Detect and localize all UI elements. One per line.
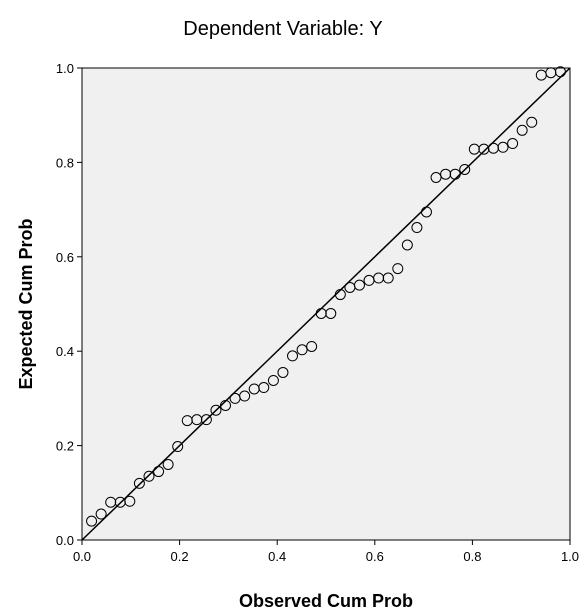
y-tick-label: 0.8	[56, 155, 74, 170]
data-point	[162, 458, 174, 470]
y-axis-ticks: 0.0 0.2 0.4 0.6 0.8 1.0	[56, 61, 82, 548]
data-point	[507, 138, 519, 150]
points-layer	[86, 66, 566, 527]
x-tick-label: 0.0	[73, 549, 91, 564]
data-point	[153, 466, 165, 478]
data-point	[526, 116, 538, 128]
x-tick-label: 0.4	[268, 549, 286, 564]
x-axis-label: Observed Cum Prob	[239, 591, 413, 611]
data-point	[200, 414, 212, 426]
data-point	[296, 344, 308, 356]
data-point	[210, 404, 222, 416]
data-point	[239, 390, 251, 402]
y-tick-label: 0.6	[56, 250, 74, 265]
data-point	[133, 477, 145, 489]
data-point	[420, 206, 432, 218]
x-tick-label: 0.6	[366, 549, 384, 564]
data-point	[430, 172, 442, 184]
data-point	[95, 508, 107, 520]
y-tick-label: 0.0	[56, 533, 74, 548]
y-tick-label: 0.2	[56, 439, 74, 454]
chart-title: Dependent Variable: Y	[183, 18, 382, 40]
data-point	[411, 222, 423, 234]
data-point	[287, 350, 299, 362]
data-point	[267, 374, 279, 386]
data-point	[382, 272, 394, 284]
data-point	[459, 163, 471, 175]
data-point	[86, 515, 98, 527]
x-tick-label: 0.2	[171, 549, 189, 564]
data-point	[392, 263, 404, 275]
data-point	[172, 441, 184, 453]
data-point	[449, 168, 461, 180]
y-tick-label: 1.0	[56, 61, 74, 76]
y-axis-label: Expected Cum Prob	[16, 218, 36, 389]
data-point	[143, 470, 155, 482]
data-point	[516, 124, 528, 136]
x-axis-ticks: 0.0 0.2 0.4 0.6 0.8 1.0	[73, 540, 579, 564]
data-point	[258, 382, 270, 394]
data-point	[353, 279, 365, 291]
data-point	[334, 289, 346, 301]
data-point	[306, 340, 318, 352]
x-tick-label: 1.0	[561, 549, 579, 564]
data-point	[497, 141, 509, 153]
data-point	[325, 307, 337, 319]
data-point	[277, 366, 289, 378]
data-point	[220, 399, 232, 411]
data-point	[124, 495, 136, 507]
data-point	[554, 66, 566, 78]
y-tick-label: 0.4	[56, 344, 74, 359]
x-tick-label: 0.8	[463, 549, 481, 564]
data-point	[401, 239, 413, 251]
